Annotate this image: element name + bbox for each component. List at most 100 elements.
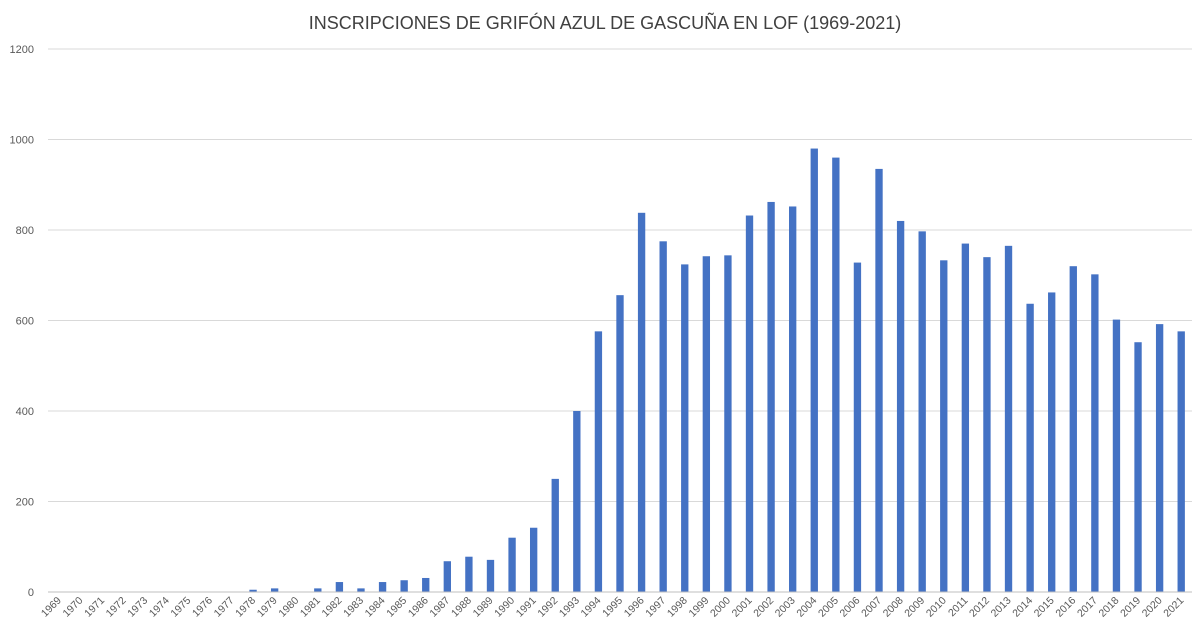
x-tick-label: 1976 — [190, 595, 215, 620]
bar-2012 — [983, 257, 991, 592]
x-tick-label: 1972 — [104, 595, 129, 620]
x-tick-label: 1973 — [125, 595, 150, 620]
x-tick-label: 1998 — [665, 595, 690, 620]
x-tick-label: 1981 — [298, 595, 323, 620]
x-tick-label: 2016 — [1053, 595, 1078, 620]
x-tick-label: 1987 — [427, 595, 452, 620]
x-tick-label: 1974 — [147, 595, 172, 620]
x-tick-label: 1996 — [622, 595, 647, 620]
x-tick-label: 2019 — [1118, 595, 1143, 620]
x-tick-label: 2017 — [1075, 595, 1100, 620]
x-tick-label: 1985 — [384, 595, 409, 620]
y-tick-label: 0 — [28, 587, 34, 599]
x-tick-label: 2000 — [708, 595, 733, 620]
y-tick-label: 200 — [16, 497, 34, 509]
bar-2004 — [810, 148, 818, 593]
bar-1990 — [508, 537, 516, 592]
y-tick-label: 400 — [16, 406, 34, 418]
x-tick-label: 1997 — [643, 595, 668, 620]
x-axis-tick-labels: 1969197019711972197319741975197619771978… — [39, 595, 1187, 620]
bar-2016 — [1069, 266, 1077, 592]
x-tick-label: 2007 — [859, 595, 884, 620]
x-tick-label: 1994 — [579, 595, 604, 620]
bar-1986 — [422, 577, 430, 592]
bars — [249, 148, 1185, 593]
bar-2019 — [1134, 342, 1142, 592]
x-tick-label: 2021 — [1161, 595, 1186, 620]
bar-1996 — [637, 212, 646, 592]
bar-1994 — [594, 331, 603, 592]
bar-1989 — [486, 559, 495, 592]
bar-2020 — [1155, 324, 1164, 592]
bar-1981 — [314, 588, 322, 592]
bar-2000 — [724, 255, 732, 592]
bar-2005 — [832, 157, 840, 592]
bar-2008 — [896, 220, 905, 592]
x-tick-label: 2015 — [1032, 595, 1057, 620]
bar-2015 — [1048, 292, 1056, 592]
bar-2001 — [745, 215, 754, 592]
x-tick-label: 1969 — [39, 595, 64, 620]
x-tick-label: 2003 — [773, 595, 798, 620]
bar-1984 — [378, 582, 387, 592]
x-tick-label: 1982 — [320, 595, 345, 620]
x-tick-label: 1995 — [600, 595, 625, 620]
bar-1992 — [551, 478, 559, 592]
bar-2017 — [1091, 274, 1099, 592]
x-tick-label: 1980 — [276, 595, 301, 620]
x-tick-label: 2014 — [1010, 595, 1035, 620]
x-tick-label: 1999 — [686, 595, 711, 620]
bar-1988 — [465, 556, 473, 592]
bar-1993 — [573, 411, 581, 592]
bar-2021 — [1177, 331, 1185, 592]
bar-2014 — [1026, 303, 1034, 592]
bar-2009 — [918, 231, 926, 593]
bar-2011 — [961, 243, 970, 592]
bar-2006 — [853, 262, 862, 592]
bar-1983 — [357, 588, 365, 592]
y-tick-label: 1000 — [10, 135, 34, 147]
bar-1982 — [335, 582, 344, 592]
x-tick-label: 2012 — [967, 595, 992, 620]
x-tick-label: 1978 — [233, 595, 258, 620]
x-tick-label: 2020 — [1140, 595, 1165, 620]
x-tick-label: 1979 — [255, 595, 280, 620]
x-tick-label: 1990 — [492, 595, 517, 620]
x-tick-label: 2010 — [924, 595, 949, 620]
bar-2010 — [940, 260, 948, 592]
x-tick-label: 1971 — [82, 595, 107, 620]
bar-2018 — [1112, 319, 1121, 592]
x-tick-label: 2005 — [816, 595, 841, 620]
x-tick-label: 2011 — [946, 595, 971, 620]
bar-2003 — [789, 206, 797, 592]
y-axis-tick-labels: 0 200 400 600 800 1000 1200 — [10, 44, 34, 599]
bar-2007 — [875, 168, 883, 592]
x-tick-label: 1992 — [535, 595, 560, 620]
bar-1991 — [529, 527, 538, 592]
bar-2002 — [767, 201, 775, 592]
x-tick-label: 1977 — [212, 595, 237, 620]
x-tick-label: 2009 — [902, 595, 927, 620]
x-tick-label: 1991 — [514, 595, 539, 620]
x-tick-label: 1975 — [168, 595, 193, 620]
x-tick-label: 1970 — [60, 595, 85, 620]
x-tick-label: 2008 — [881, 595, 906, 620]
x-tick-label: 2006 — [838, 595, 863, 620]
x-tick-label: 2018 — [1097, 595, 1122, 620]
x-tick-label: 2002 — [751, 595, 776, 620]
bar-1997 — [659, 241, 667, 592]
x-tick-label: 2001 — [730, 595, 755, 620]
x-tick-label: 1986 — [406, 595, 431, 620]
x-tick-label: 1988 — [449, 595, 474, 620]
y-tick-label: 1200 — [10, 44, 34, 56]
bar-1978 — [249, 589, 257, 592]
bar-2013 — [1004, 245, 1013, 592]
x-tick-label: 1989 — [471, 595, 496, 620]
bar-1987 — [443, 561, 451, 592]
y-tick-label: 600 — [16, 316, 34, 328]
x-tick-label: 1993 — [557, 595, 582, 620]
bar-1995 — [616, 295, 624, 592]
x-tick-label: 1984 — [363, 595, 388, 620]
chart-title: INSCRIPCIONES DE GRIFÓN AZUL DE GASCUÑA … — [309, 12, 902, 33]
